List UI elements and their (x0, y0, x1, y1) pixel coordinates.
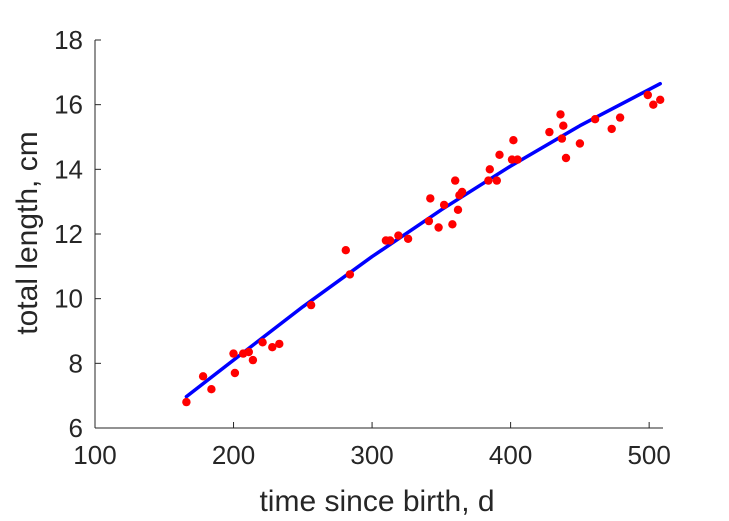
data-point (495, 150, 504, 159)
data-point (426, 194, 435, 203)
data-point (182, 397, 191, 407)
x-axis-title: time since birth, d (259, 485, 494, 518)
data-point (424, 216, 434, 226)
data-point (559, 121, 568, 130)
data-point (345, 270, 355, 279)
data-point (229, 349, 238, 358)
data-point (556, 110, 565, 119)
y-tick-label: 12 (54, 219, 83, 249)
data-point (244, 347, 253, 357)
x-axis: 100 200 300 400 500 (73, 422, 671, 470)
data-point (656, 95, 665, 105)
data-point (394, 231, 403, 240)
data-point (485, 165, 494, 174)
data-point (607, 124, 616, 134)
data-point (448, 220, 457, 229)
y-tick-label: 10 (54, 284, 83, 314)
data-point (403, 234, 413, 243)
data-point (575, 139, 585, 148)
y-tick-label: 18 (54, 25, 83, 55)
data-point (434, 223, 443, 232)
x-tick-label: 500 (627, 440, 670, 470)
data-point (230, 368, 240, 378)
data-point (643, 90, 652, 100)
data-point (198, 372, 208, 381)
y-tick-label: 6 (69, 413, 83, 443)
x-tick-label: 300 (350, 440, 393, 470)
data-point (590, 115, 600, 124)
data-point (439, 200, 449, 210)
y-tick-label: 14 (54, 154, 83, 184)
data-point (248, 355, 258, 365)
data-point (615, 113, 625, 122)
data-points-layer (182, 90, 665, 407)
data-point (649, 100, 658, 109)
y-axis-title: total length, cm (11, 131, 44, 334)
data-point (453, 205, 463, 214)
data-point (341, 246, 350, 255)
data-point (451, 176, 460, 185)
data-point (268, 343, 277, 352)
data-point (561, 153, 571, 163)
x-tick-label: 400 (489, 440, 532, 470)
data-point (258, 338, 267, 347)
y-tick-label: 8 (69, 348, 83, 378)
data-point (385, 236, 395, 245)
data-point (509, 136, 518, 145)
y-tick-label: 16 (54, 90, 83, 120)
data-point (306, 300, 316, 310)
data-point (457, 187, 467, 197)
data-point (557, 134, 567, 143)
data-point (207, 385, 216, 394)
fit-curve (184, 81, 662, 399)
x-tick-label: 200 (212, 440, 255, 470)
fit-line-layer (184, 81, 662, 399)
data-point (545, 127, 554, 137)
data-point (513, 155, 522, 164)
x-tick-label: 100 (73, 440, 116, 470)
data-point (492, 176, 501, 185)
y-axis: 6 8 10 12 14 16 18 (54, 25, 101, 443)
data-point (484, 176, 493, 185)
data-point (275, 339, 284, 349)
